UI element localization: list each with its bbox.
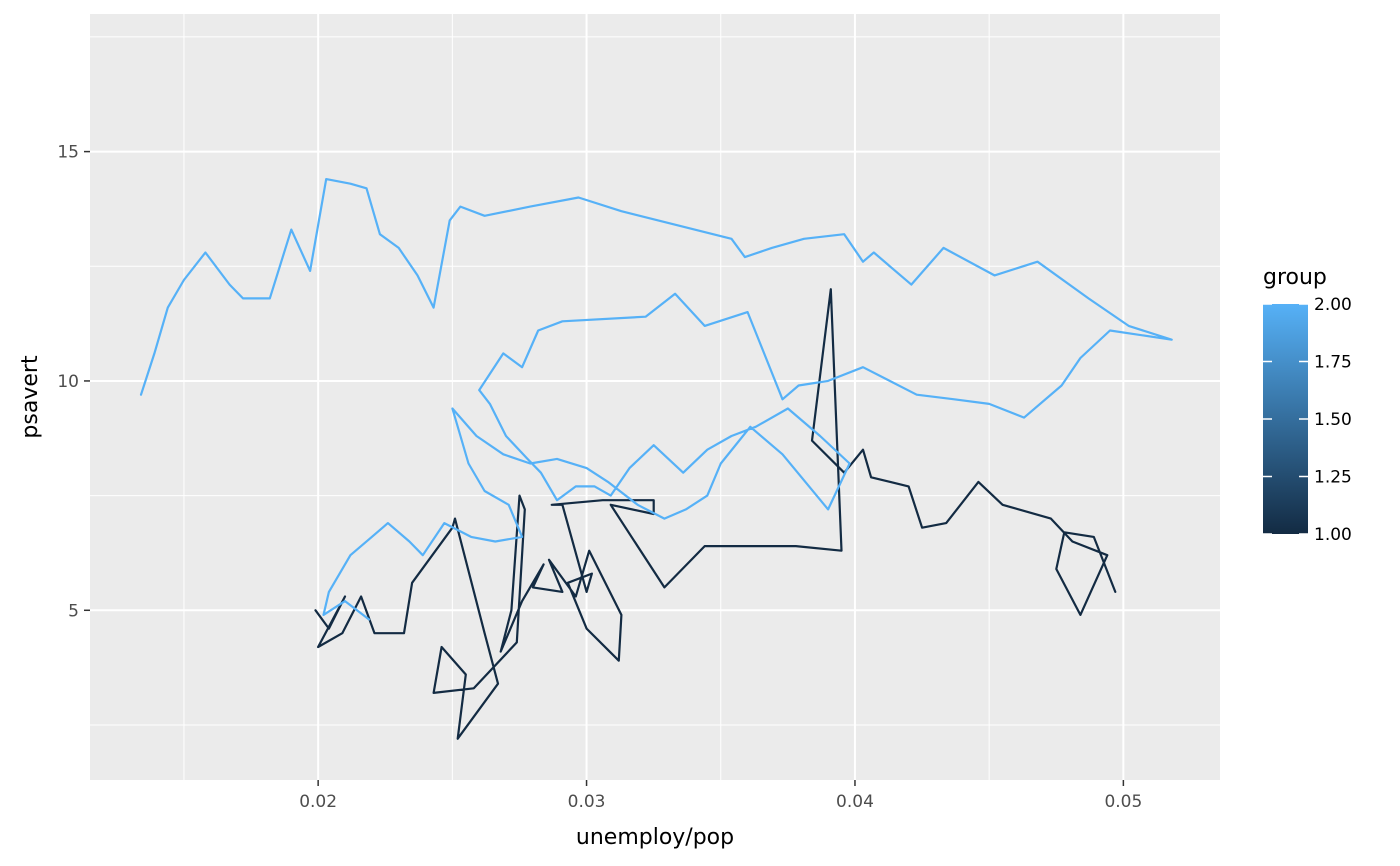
series-layer	[139, 178, 1173, 740]
legend-tick-label: 1.00	[1314, 525, 1352, 545]
y-axis: 5 10 15	[57, 143, 90, 621]
legend-tick-label: 1.75	[1314, 353, 1352, 373]
legend-ticks: 1.00 1.25 1.50 1.75 2.00	[1263, 295, 1352, 545]
major-gridlines	[90, 14, 1220, 780]
x-tick-label: 0.05	[1104, 792, 1142, 812]
x-axis-title: unemploy/pop	[576, 825, 734, 850]
x-tick-label: 0.03	[568, 792, 606, 812]
x-tick-label: 0.02	[299, 792, 337, 812]
x-tick-label: 0.04	[836, 792, 874, 812]
series-line-group-2	[139, 178, 1173, 621]
x-axis: 0.02 0.03 0.04 0.05	[299, 780, 1142, 812]
y-tick-label: 5	[68, 601, 79, 621]
series-line-group-1	[314, 288, 1117, 740]
legend-tick-label: 2.00	[1314, 295, 1352, 315]
legend-tick-label: 1.50	[1314, 410, 1352, 430]
minor-gridlines	[90, 14, 1220, 780]
y-tick-label: 10	[57, 372, 79, 392]
legend: group 1.00 1.25 1.50 1.75 2.00	[1263, 265, 1352, 545]
legend-tick-label: 1.25	[1314, 468, 1352, 488]
plot-panel	[90, 14, 1220, 780]
legend-title: group	[1263, 265, 1327, 290]
y-axis-title: psavert	[18, 355, 43, 439]
y-tick-label: 15	[57, 143, 79, 163]
